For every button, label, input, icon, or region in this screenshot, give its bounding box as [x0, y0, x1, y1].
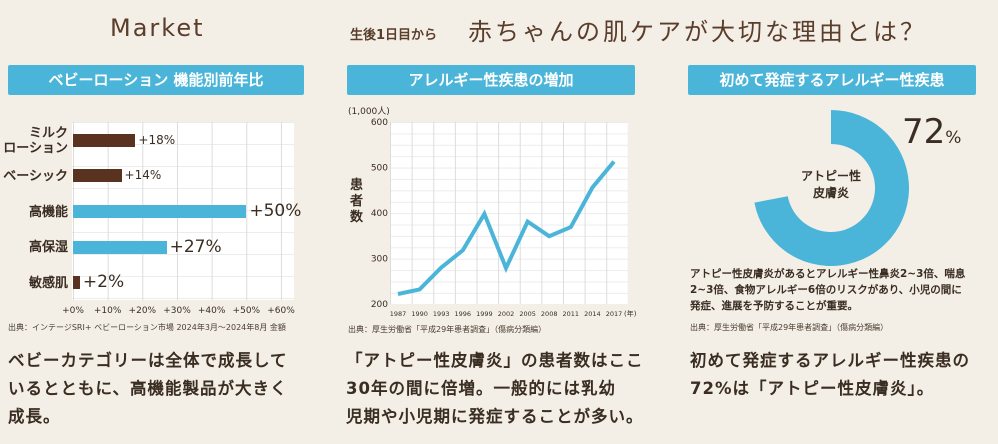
bar-x-tick: +30% [163, 306, 191, 316]
donut-chart-source: 出典：厚生労働省「平成29年患者調査」（傷病分類編） [690, 323, 889, 332]
bar-value-label: +2% [82, 272, 125, 293]
y-label-char: 数 [350, 210, 364, 225]
bar-value-label: +27% [169, 236, 222, 257]
line-x-tick: 1990 [411, 310, 428, 318]
bar-x-tick: +10% [93, 306, 122, 316]
donut-slice-atopic [754, 110, 909, 266]
bar-category-label-line: 高保湿 [28, 240, 68, 256]
line-x-tick: 2017 [606, 310, 623, 318]
donut-chart-svg [754, 110, 909, 266]
bar-value-label: +18% [138, 132, 176, 147]
bar-value-label: +50% [249, 201, 302, 221]
line-y-tick: 500 [371, 164, 388, 174]
panel1-description-line: いるとともに、高機能製品が大きく [8, 379, 288, 398]
line-x-tick: 1987 [390, 310, 407, 318]
line-x-tick: 2008 [541, 310, 558, 318]
percent-sign: % [945, 128, 962, 148]
panel1-description-line: 成長。 [8, 407, 61, 426]
line-y-tick: 400 [371, 209, 388, 219]
panel2-description-line: 児期や小児期に発症することが多い。 [346, 407, 644, 426]
panel3-description-line: 72%は「アトピー性皮膚炎」。 [690, 379, 935, 398]
bar-x-tick: +60% [267, 306, 295, 316]
bar-x-tick: +0% [62, 306, 84, 316]
bar-category-label-line: ミルク [28, 125, 68, 141]
bar-4 [73, 240, 167, 254]
line-x-tick: 1996 [455, 310, 472, 318]
line-chart-y-label: 患 者 数 [350, 178, 363, 226]
bar-x-tick: +50% [232, 306, 261, 316]
percent-number: 72 [902, 112, 946, 152]
panel3-description: 初めて発症するアレルギー性疾患の 72%は「アトピー性皮膚炎」。 [690, 347, 990, 403]
bar-1 [73, 133, 136, 147]
bar-x-tick: +20% [128, 306, 157, 316]
line-y-tick: 300 [371, 255, 388, 265]
panel3-note-line: 2~3倍、食物アレルギー6倍のリスクがあり、小児の間に [690, 284, 962, 296]
line-x-tick: 1993 [433, 310, 450, 318]
line-chart-banner: アレルギー性疾患の増加 [347, 65, 635, 95]
bar-value-label: +14% [124, 168, 162, 183]
market-heading: Market [110, 14, 205, 42]
line-chart-svg: 200 300 400 500 600 1987 1990 1993 1996 1999 2002 2… [371, 118, 637, 318]
line-chart-unit: (1,000人) [348, 107, 390, 117]
bar-category-label: 敏感肌 [0, 276, 68, 291]
line-chart-source: 出典：厚生労働省「平成29年患者調査」（傷病分類編） [348, 325, 547, 334]
line-x-tick: 2002 [498, 310, 515, 318]
bar-x-tick: +40% [197, 306, 226, 316]
panel3-note: アトピー性皮膚炎があるとアレルギー性鼻炎2~3倍、喘息 2~3倍、食物アレルギー… [690, 266, 990, 314]
bar-3 [73, 205, 247, 218]
panel3-note-line: アトピー性皮膚炎があるとアレルギー性鼻炎2~3倍、喘息 [690, 268, 966, 280]
donut-center-label: アトピー性 皮膚炎 [791, 168, 871, 202]
panel2-description-line: 30年の間に倍増。一般的には乳幼 [346, 379, 616, 398]
panel2-description: 「アトピー性皮膚炎」の患者数はここ 30年の間に倍増。一般的には乳幼 児期や小児… [346, 347, 656, 431]
bar-chart-source: 出典：インテージSRI+ ベビーローション市場 2024年3月～2024年8月 … [8, 323, 286, 332]
bar-category-label-line: ベーシック [3, 168, 68, 184]
bar-category-label-line: ローション [3, 140, 68, 156]
bar-category-label-line: 高機能 [28, 204, 68, 220]
bar-category-label-line: 敏感肌 [28, 275, 68, 291]
bar-5 [73, 276, 80, 290]
line-y-tick: 200 [371, 300, 388, 310]
line-x-tick: 2014 [584, 310, 601, 318]
header-subtitle: 生後1日目から [350, 28, 438, 43]
y-label-char: 者 [350, 194, 364, 209]
line-chart-plot-area [390, 122, 628, 304]
bar-chart-banner: ベビーローション 機能別前年比 [8, 65, 304, 95]
donut-center-label-line: アトピー性 [800, 169, 861, 183]
donut-percent: 72% [902, 112, 961, 152]
line-series [397, 160, 616, 296]
bar-category-label: ベーシック [0, 169, 68, 184]
panel2-description-line: 「アトピー性皮膚炎」の患者数はここ [346, 351, 644, 370]
line-x-unit: (年) [624, 309, 637, 318]
bar-2 [73, 169, 122, 183]
line-x-tick: 1999 [476, 310, 493, 318]
line-x-tick: 2005 [519, 310, 536, 318]
bar-category-label: 高保湿 [0, 240, 68, 255]
panel3-note-line: 発症、進展を予防することが重要。 [690, 300, 858, 312]
donut-center-label-line: 皮膚炎 [812, 186, 849, 200]
donut-chart-banner: 初めて発症するアレルギー性疾患 [688, 65, 976, 95]
line-y-tick: 600 [371, 118, 388, 128]
bar-category-label: 高機能 [0, 205, 68, 220]
page-title: 赤ちゃんの肌ケアが大切な理由とは？ [468, 18, 927, 46]
bar-category-label: ミルク ローション [0, 126, 68, 156]
y-label-char: 患 [350, 178, 364, 193]
line-x-tick: 2011 [563, 310, 580, 318]
panel1-description-line: ベビーカテゴリーは全体で成長して [8, 351, 288, 370]
panel3-description-line: 初めて発症するアレルギー性疾患の [690, 351, 970, 370]
panel1-description: ベビーカテゴリーは全体で成長して いるとともに、高機能製品が大きく 成長。 [8, 347, 308, 431]
